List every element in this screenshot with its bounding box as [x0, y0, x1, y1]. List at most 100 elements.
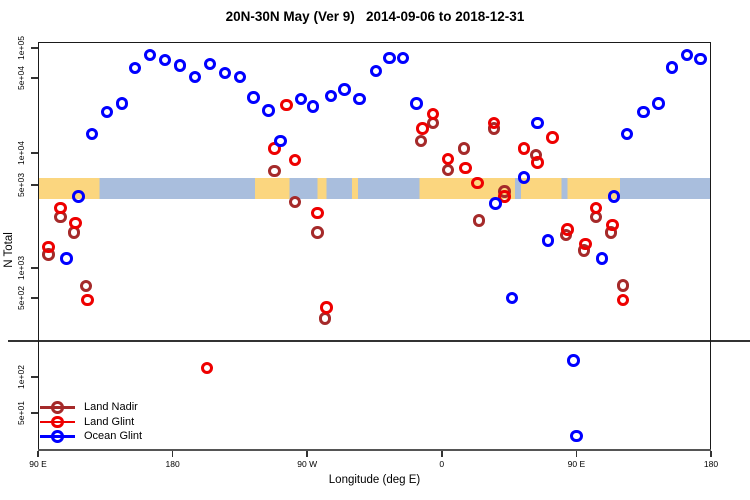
data-point-ocean-glint: [72, 190, 85, 203]
x-axis-tick: [575, 451, 578, 457]
data-point-land-glint: [200, 361, 214, 375]
data-point-ocean-glint: [85, 127, 99, 141]
data-point-land-nadir: [457, 142, 471, 155]
data-point-ocean-glint: [128, 61, 142, 75]
data-point-land-glint: [459, 161, 472, 175]
x-axis-tick-label: 90 E: [567, 459, 586, 469]
data-point-ocean-glint: [396, 51, 410, 65]
data-point-ocean-glint: [60, 252, 73, 265]
data-point-ocean-glint: [143, 48, 157, 62]
y-axis-tick: [31, 297, 38, 299]
data-point-land-nadir: [472, 214, 486, 227]
y-axis-tick: [31, 376, 38, 378]
data-point-ocean-glint: [188, 70, 202, 84]
data-point-land-glint: [471, 176, 484, 190]
data-point-ocean-glint: [637, 105, 650, 119]
data-point-land-glint: [320, 301, 333, 314]
x-axis-line: [38, 449, 711, 452]
y-axis-tick: [31, 152, 38, 154]
data-point-land-glint: [69, 216, 82, 230]
data-point-land-glint: [42, 240, 55, 254]
x-axis-tick: [37, 451, 39, 457]
data-point-ocean-glint: [233, 70, 247, 84]
legend-item: Ocean Glint: [40, 430, 170, 443]
data-point-land-nadir: [311, 226, 324, 239]
data-point-land-glint: [426, 107, 440, 121]
data-point-ocean-glint: [262, 104, 275, 117]
legend-item-label: Ocean Glint: [84, 430, 143, 442]
data-point-ocean-glint: [694, 52, 707, 65]
data-point-ocean-glint: [306, 100, 320, 113]
x-axis-tick: [441, 451, 443, 457]
data-point-land-glint: [561, 223, 574, 236]
data-point-land-glint: [487, 116, 501, 130]
data-point-ocean-glint: [294, 92, 308, 106]
y-axis-tick-label: 5e+01: [16, 401, 26, 425]
world-map-band: [38, 178, 711, 199]
data-point-ocean-glint: [274, 134, 287, 148]
data-point-ocean-glint: [680, 48, 694, 62]
data-point-ocean-glint: [595, 252, 609, 265]
data-point-land-nadir: [288, 195, 302, 209]
data-point-land-glint: [546, 131, 559, 144]
x-axis-tick-label: 90 E: [29, 459, 47, 469]
data-point-ocean-glint: [115, 97, 128, 110]
data-point-land-glint: [280, 98, 293, 112]
data-point-land-glint: [416, 122, 429, 135]
data-point-ocean-glint: [100, 105, 114, 119]
data-point-ocean-glint: [383, 51, 396, 65]
data-point-ocean-glint: [218, 66, 232, 80]
chart-title: 20N-30N May (Ver 9) 2014-09-06 to 2018-1…: [225, 9, 525, 24]
data-point-ocean-glint: [620, 127, 634, 141]
y-axis-tick: [31, 267, 38, 269]
x-axis-tick-label: 90 W: [297, 459, 318, 469]
data-point-ocean-glint: [489, 197, 502, 210]
x-axis-tick: [710, 451, 712, 457]
data-point-ocean-glint: [505, 291, 519, 305]
data-point-land-glint: [54, 201, 67, 215]
y-axis-tick: [31, 184, 38, 186]
data-point-land-glint: [579, 237, 592, 250]
data-point-ocean-glint: [158, 53, 172, 67]
legend-marker-circle: [51, 415, 64, 428]
data-point-ocean-glint: [410, 97, 423, 110]
y-axis-title: N Total: [3, 232, 15, 268]
data-point-land-glint: [589, 201, 603, 215]
data-point-ocean-glint: [338, 83, 351, 96]
plot-border: [38, 42, 711, 451]
legend-marker-circle: [51, 430, 64, 443]
data-point-land-nadir: [441, 163, 455, 177]
legend-item-label: Land Glint: [84, 415, 135, 428]
data-point-land-glint: [517, 142, 531, 155]
x-axis-tick: [171, 451, 174, 457]
data-point-land-glint: [441, 152, 455, 166]
data-point-ocean-glint: [173, 59, 187, 72]
data-point-ocean-glint: [665, 61, 679, 74]
data-point-ocean-glint: [541, 234, 555, 247]
data-point-ocean-glint: [607, 190, 621, 203]
x-axis-tick: [306, 451, 308, 457]
legend-marker-circle: [51, 401, 64, 414]
data-point-land-glint: [311, 206, 324, 220]
data-point-ocean-glint: [353, 92, 366, 106]
data-point-land-glint: [498, 190, 511, 203]
data-point-ocean-glint: [567, 354, 580, 367]
x-axis-title: Longitude (deg E): [328, 474, 421, 486]
legend-item-label: Land Nadir: [84, 401, 138, 413]
panel-divider-line: [8, 340, 750, 342]
data-point-ocean-glint: [203, 57, 217, 71]
data-point-land-glint: [81, 293, 94, 307]
data-point-land-nadir: [268, 164, 281, 178]
x-axis-tick-label: 180: [165, 459, 180, 469]
data-point-ocean-glint: [652, 97, 665, 110]
y-axis-tick: [31, 77, 38, 79]
legend-item: Land Glint: [40, 415, 170, 429]
data-point-ocean-glint: [369, 64, 383, 78]
data-point-land-nadir: [79, 279, 93, 293]
data-point-ocean-glint: [570, 429, 583, 443]
data-point-ocean-glint: [324, 89, 338, 103]
x-axis-tick-label: 0: [439, 459, 445, 469]
y-axis-tick-label: 5e+03: [16, 173, 26, 197]
data-point-land-glint: [616, 293, 629, 307]
